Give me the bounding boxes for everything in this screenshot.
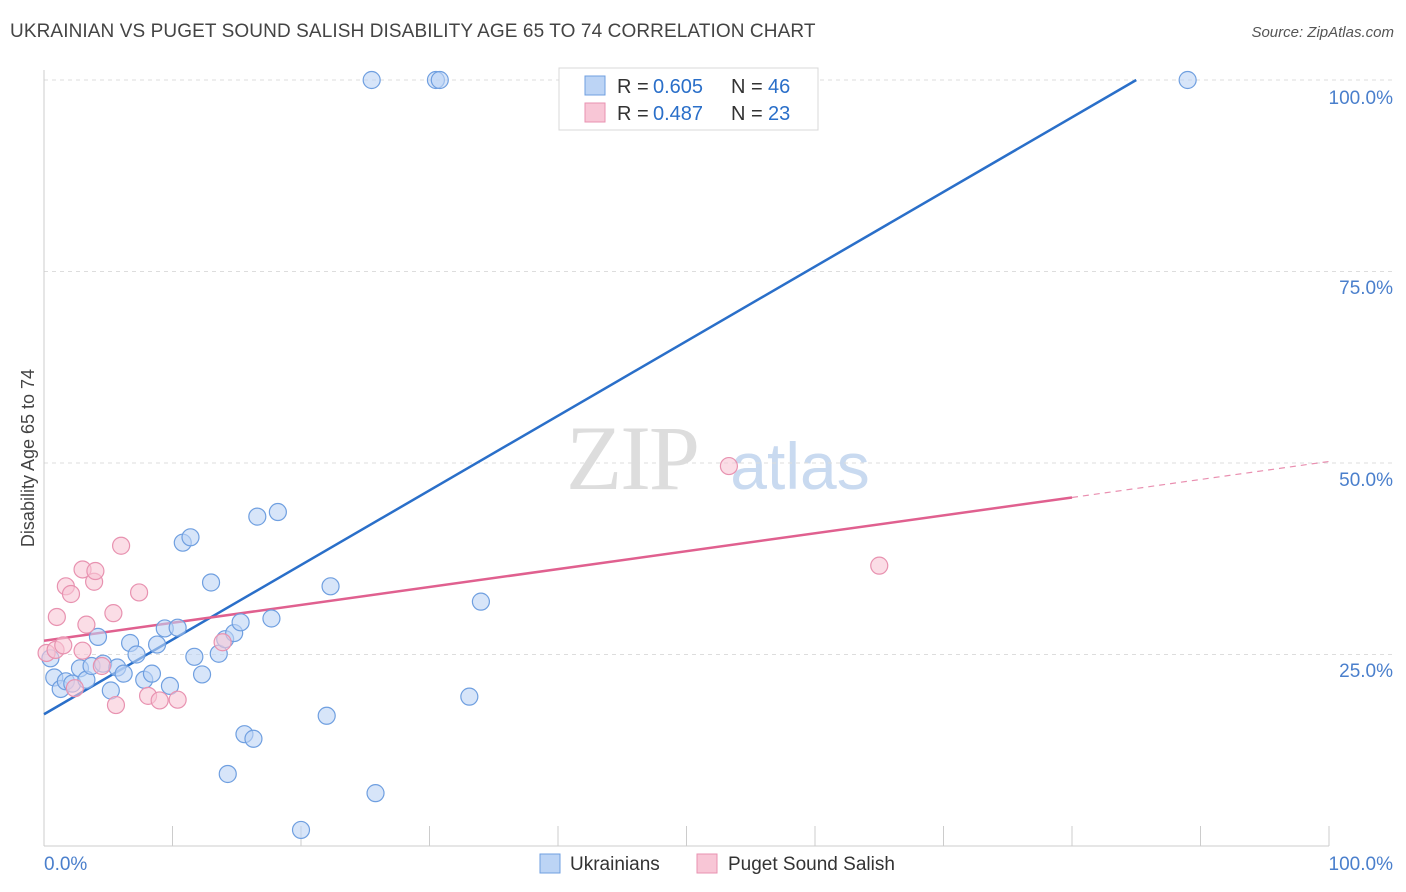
point-ukrainians — [430, 70, 449, 90]
point-puget — [65, 679, 84, 698]
point-puget — [54, 636, 73, 655]
point-puget — [92, 656, 111, 676]
point-ukrainians — [88, 627, 108, 646]
point-puget — [77, 615, 96, 634]
point-ukrainians — [185, 647, 204, 666]
point-ukrainians — [142, 664, 162, 683]
point-ukrainians — [262, 609, 281, 628]
point-ukrainians — [317, 706, 336, 725]
legend-r-label-2: R = — [617, 103, 649, 125]
point-ukrainians — [147, 635, 167, 654]
point-ukrainians — [192, 665, 212, 684]
point-puget — [168, 690, 187, 709]
point-puget — [86, 561, 105, 581]
point-puget — [719, 456, 739, 476]
point-ukrainians — [168, 618, 187, 637]
chart-title: UKRAINIAN VS PUGET SOUND SALISH DISABILI… — [10, 21, 816, 42]
point-puget — [870, 556, 889, 575]
point-ukrainians — [321, 577, 340, 596]
point-puget — [47, 607, 66, 627]
bottom-legend-label-ukrainians: Ukrainians — [570, 854, 660, 875]
legend-r-label-1: R = — [617, 76, 649, 98]
point-ukrainians — [181, 528, 200, 547]
y-tick-label-75: 75.0% — [1339, 278, 1393, 299]
point-ukrainians — [291, 820, 311, 840]
x-tick-label-max: 100.0% — [1329, 854, 1394, 875]
point-puget — [150, 691, 169, 710]
legend-n-label-1: N = — [731, 76, 763, 98]
point-ukrainians — [244, 729, 263, 748]
x-axis-ticks — [43, 826, 1330, 846]
trend-line-ukrainians — [43, 78, 1137, 716]
y-tick-label-50: 50.0% — [1339, 470, 1393, 491]
point-ukrainians — [366, 784, 385, 803]
watermark-atlas: atlas — [730, 429, 869, 503]
point-ukrainians — [268, 502, 287, 522]
point-puget — [104, 604, 123, 623]
y-tick-label-100: 100.0% — [1329, 88, 1394, 109]
bottom-legend-swatch-ukrainians — [539, 853, 561, 874]
legend-n-value-1: 46 — [768, 76, 790, 98]
point-puget — [213, 633, 232, 652]
point-ukrainians — [471, 592, 490, 611]
data-points — [37, 70, 1197, 840]
point-ukrainians — [362, 70, 381, 90]
trend-line-extension-puget — [1071, 460, 1330, 499]
point-ukrainians — [160, 676, 180, 696]
point-ukrainians — [248, 507, 267, 526]
legend-r-value-2: 0.487 — [653, 103, 703, 125]
point-puget — [111, 536, 131, 555]
gridlines — [44, 79, 1393, 655]
source-credit: Source: ZipAtlas.com — [1251, 24, 1394, 41]
point-ukrainians — [460, 687, 479, 706]
bottom-legend-swatch-puget — [696, 853, 718, 874]
point-ukrainians — [231, 613, 250, 632]
point-ukrainians — [1178, 70, 1197, 90]
bottom-legend: Ukrainians Puget Sound Salish — [539, 853, 895, 875]
point-ukrainians — [201, 573, 221, 592]
point-ukrainians — [127, 645, 146, 664]
point-puget — [61, 584, 81, 604]
point-ukrainians — [114, 664, 133, 683]
point-ukrainians — [218, 764, 237, 784]
point-puget — [73, 641, 92, 660]
bottom-legend-label-puget: Puget Sound Salish — [728, 854, 895, 875]
point-puget — [129, 583, 149, 602]
trend-lines — [43, 78, 1330, 716]
legend-r-value-1: 0.605 — [653, 76, 703, 98]
y-axis-label: Disability Age 65 to 74 — [18, 369, 38, 547]
legend-swatch-puget — [584, 102, 606, 123]
legend-swatch-ukrainians — [584, 75, 606, 96]
x-tick-label-min: 0.0% — [44, 854, 87, 875]
point-puget — [106, 695, 126, 715]
legend-n-value-2: 23 — [768, 103, 790, 125]
y-tick-label-25: 25.0% — [1339, 661, 1393, 682]
trend-line-puget — [43, 496, 1073, 642]
watermark-zip: ZIP — [566, 407, 698, 509]
legend-box: R = 0.605 N = 46 R = 0.487 N = 23 — [558, 67, 819, 131]
legend-n-label-2: N = — [731, 103, 763, 125]
